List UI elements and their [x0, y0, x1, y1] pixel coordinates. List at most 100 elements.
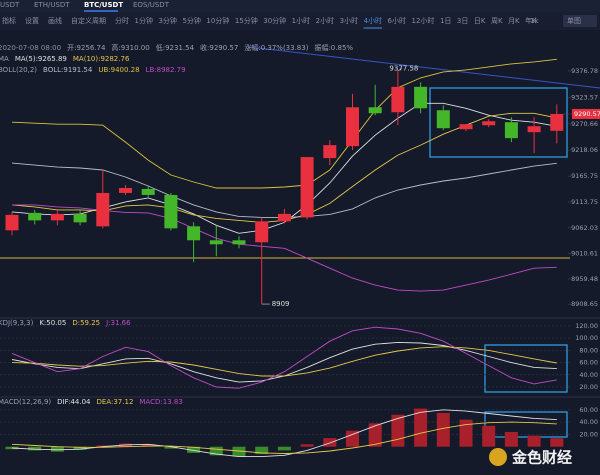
- toolbar-item[interactable]: 10分钟: [206, 16, 229, 25]
- legend-entry: DIF:44.04: [57, 398, 91, 406]
- legend-entry: D:59.25: [72, 319, 100, 327]
- toolbar-item[interactable]: 2小时: [316, 16, 334, 25]
- toolbar-item[interactable]: 30分钟: [263, 16, 286, 25]
- toolbar-item[interactable]: 画线: [48, 16, 62, 25]
- candle-body: [550, 113, 564, 131]
- histogram-bar: [187, 446, 201, 453]
- histogram-bar: [346, 430, 359, 447]
- drawn-box: [484, 411, 568, 438]
- market-tab[interactable]: ETH/USDT: [34, 1, 70, 9]
- toolbar-item[interactable]: 单图: [567, 16, 581, 25]
- indicator-name: BOLL(20,2): [0, 66, 37, 74]
- histogram-bar: [323, 438, 337, 447]
- candle-body: [141, 188, 155, 195]
- toolbar-item[interactable]: 3分钟: [158, 16, 176, 25]
- info-item: 开:9256.74: [67, 44, 106, 52]
- legend-entry: MACD:13.83: [139, 398, 182, 406]
- indicator-line: [11, 421, 557, 454]
- watermark: 金色财经: [489, 448, 572, 467]
- toolbar-item[interactable]: 年K: [525, 16, 537, 25]
- indicator-line: [11, 58, 557, 189]
- y-tick-label: 8959.48: [571, 275, 598, 283]
- toolbar-item[interactable]: 1分钟: [135, 16, 153, 25]
- candle-body: [300, 157, 314, 218]
- legend-entry: DEA:37.12: [97, 398, 134, 406]
- y-tick-label: 40.00: [579, 418, 598, 426]
- indicator-line: [11, 326, 557, 389]
- market-tab[interactable]: USDT: [0, 1, 20, 9]
- candle-body: [459, 124, 473, 130]
- histogram-bar: [527, 435, 541, 447]
- toolbar-item[interactable]: 4小时: [364, 16, 382, 25]
- toolbar-item[interactable]: 3日: [457, 17, 468, 25]
- y-tick-label: 9218.06: [571, 146, 598, 154]
- toolbar-item[interactable]: 月K: [508, 17, 520, 25]
- toolbar-item[interactable]: 1日: [440, 17, 451, 25]
- info-item: 高:9310.00: [111, 43, 149, 52]
- y-tick-label: 9323.57: [571, 94, 598, 102]
- info-item: 2020-07-08 08:00: [0, 44, 61, 52]
- toolbar-item[interactable]: 1k: [530, 17, 539, 25]
- tab-bar: [0, 0, 600, 12]
- toolbar-item[interactable]: 分时: [115, 16, 129, 25]
- candle-body: [255, 221, 269, 243]
- toolbar-item[interactable]: 12小时: [412, 16, 435, 25]
- candle-body: [277, 213, 291, 222]
- candle-body: [209, 240, 223, 245]
- toolbar-item[interactable]: 15分钟: [235, 16, 258, 25]
- histogram-bar: [28, 446, 42, 451]
- candle-body: [50, 213, 64, 221]
- toolbar-item[interactable]: 指标: [2, 16, 16, 25]
- toolbar-item[interactable]: 日K: [474, 17, 486, 25]
- legend-entry: UB:9400.28: [98, 66, 139, 74]
- candle-body: [187, 226, 201, 241]
- drawn-trend-line: [249, 46, 600, 89]
- legend-entry: MA(5):9265.89: [15, 55, 67, 63]
- info-item: 低:9231.54: [156, 43, 195, 52]
- drawn-box: [484, 344, 568, 393]
- candle-body: [436, 110, 450, 129]
- layout-button[interactable]: [563, 15, 597, 27]
- histogram-bar: [300, 444, 314, 447]
- toolbar-item[interactable]: 自定义周期: [71, 16, 106, 25]
- y-tick-label: 60.00: [579, 406, 598, 414]
- market-tab[interactable]: EOS/USDT: [133, 1, 170, 9]
- toolbar-item[interactable]: 1小时: [292, 16, 310, 25]
- drawn-box: [429, 87, 568, 158]
- toolbar-item[interactable]: 6小时: [388, 16, 406, 25]
- histogram-bar: [482, 425, 496, 447]
- max-label: 9377.58: [389, 65, 418, 73]
- toolbar-item[interactable]: 5分钟: [182, 16, 200, 25]
- y-tick-label: 9376.78: [571, 67, 598, 75]
- toolbar-item[interactable]: 设置: [25, 16, 39, 25]
- min-label: 8909: [272, 300, 290, 308]
- histogram-bar: [436, 412, 450, 447]
- y-tick-label: 20.00: [579, 430, 598, 438]
- toolbar-item[interactable]: 周K: [491, 17, 503, 25]
- market-tab[interactable]: BTC/USDT: [84, 1, 123, 9]
- histogram-bar: [232, 446, 246, 457]
- indicator-line: [11, 346, 557, 377]
- info-item: 振幅:0.85%: [314, 43, 353, 52]
- candle-body: [232, 240, 246, 245]
- candle-body: [119, 187, 132, 193]
- y-tick-label: 60.00: [579, 359, 598, 367]
- candle-body: [527, 126, 541, 133]
- y-tick-label: 9165.75: [571, 172, 598, 180]
- y-tick-label: 9010.61: [571, 249, 598, 257]
- candle-body: [346, 107, 359, 147]
- toolbar-item[interactable]: 3小时: [340, 16, 358, 25]
- histogram-bar: [73, 446, 87, 450]
- legend-entry: MA(10):9282.76: [73, 55, 130, 63]
- y-tick-label: 9062.03: [571, 224, 598, 232]
- indicator-line: [11, 409, 557, 458]
- histogram-bar: [141, 444, 155, 447]
- y-tick-label: 100.00: [575, 334, 598, 342]
- candle-body: [504, 122, 518, 139]
- candle-body: [96, 192, 110, 227]
- indicator-name: MA: [0, 55, 9, 63]
- histogram-bar: [414, 408, 428, 447]
- toolbar-bar: [0, 12, 600, 30]
- histogram-bar: [368, 423, 382, 447]
- histogram-bar: [50, 446, 64, 452]
